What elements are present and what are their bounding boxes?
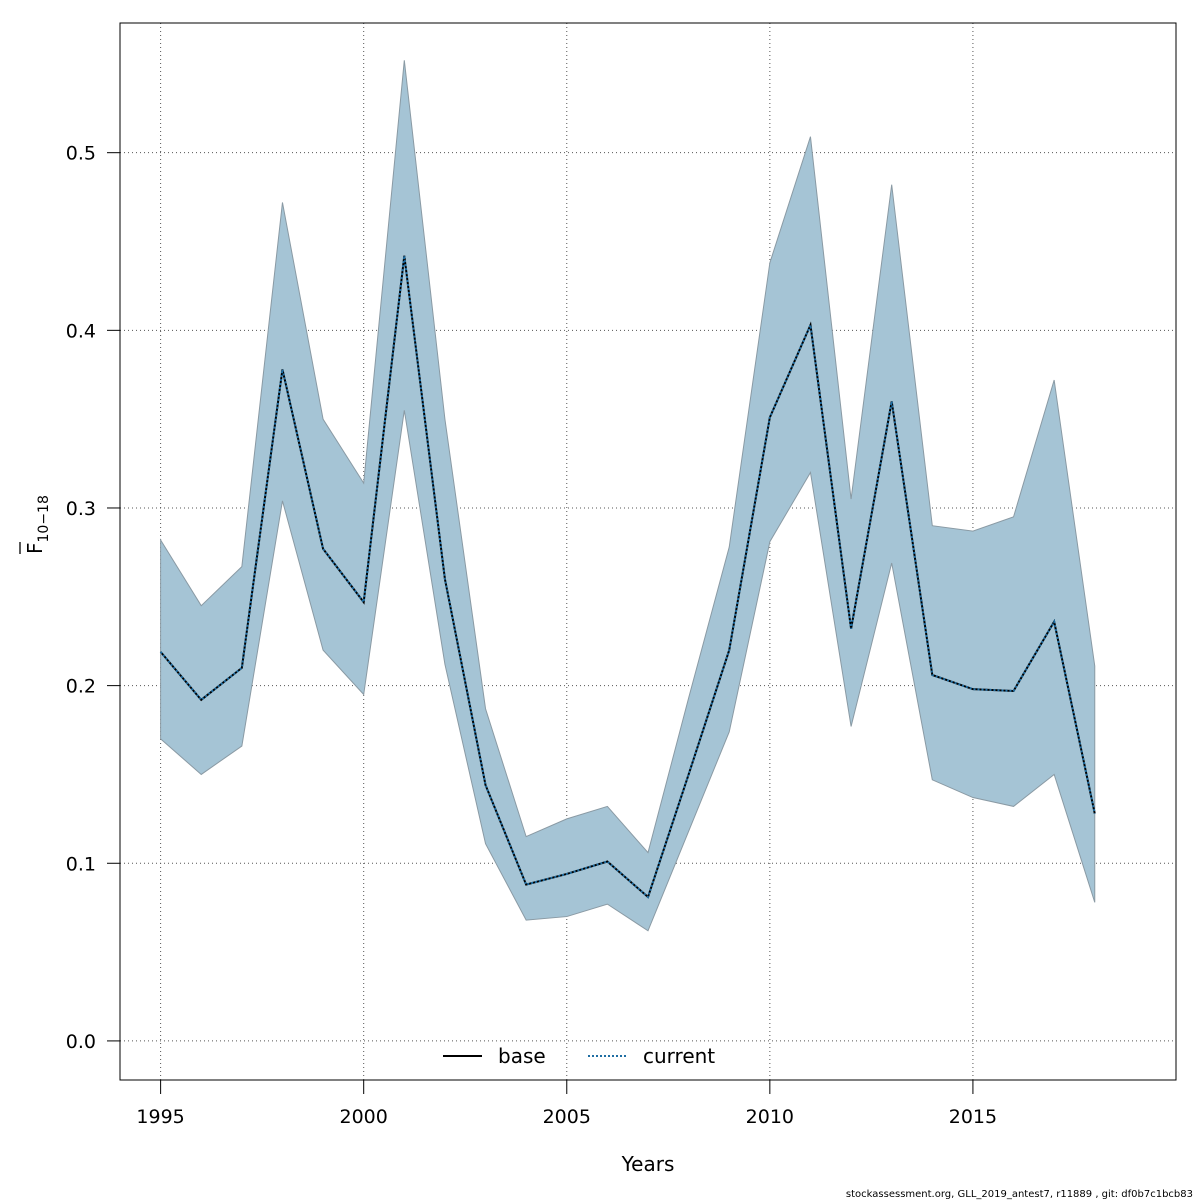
y-tick-label-2: 0.2 [66,676,96,698]
y-axis-title-main: F [23,542,47,554]
x-tick-label-0: 1995 [136,1106,184,1128]
legend-label-base: base [498,1044,546,1068]
y-axis: 0.0 0.1 0.2 0.3 0.4 0.5 [66,143,121,1053]
x-tick-label-2: 2005 [543,1106,591,1128]
x-axis-title: Years [621,1152,675,1176]
y-tick-label-3: 0.3 [66,498,96,520]
y-tick-label-1: 0.1 [66,853,96,875]
x-axis: 1995 2000 2005 2010 2015 [136,1079,997,1128]
series-lines [159,255,1096,899]
y-tick-label-5: 0.5 [66,143,96,165]
confidence-band [160,60,1096,932]
x-tick-label-3: 2010 [746,1106,794,1128]
y-tick-label-0: 0.0 [66,1031,96,1053]
legend: base current [443,1044,715,1068]
x-tick-label-4: 2015 [949,1106,997,1128]
y-axis-title: F10−18 [19,495,52,554]
y-axis-title-sub: 10−18 [36,495,52,542]
x-tick-label-1: 2000 [340,1106,388,1128]
svg-text:F10−18: F10−18 [23,495,52,554]
footer-text: stockassessment.org, GLL_2019_antest7, r… [846,1189,1193,1200]
series-line-current [159,255,1096,899]
y-tick-label-4: 0.4 [66,320,96,342]
legend-label-current: current [643,1044,715,1068]
